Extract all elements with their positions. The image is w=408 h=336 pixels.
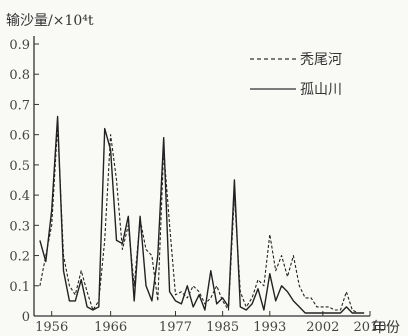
x-axis-ticks: 1956 1966 1977 1985 1993 2002 2010 bbox=[35, 311, 387, 335]
y-tick-label: 0.4 bbox=[9, 189, 30, 204]
legend-label-gushanchuan: 孤山川 bbox=[300, 82, 342, 98]
y-axis-title: 输沙量/×10⁴t bbox=[6, 13, 94, 29]
y-tick-label: 0.1 bbox=[9, 280, 30, 295]
axes bbox=[33, 36, 370, 317]
x-axis-title: 年份 bbox=[372, 320, 400, 336]
y-tick-label: 0.8 bbox=[9, 68, 30, 83]
x-tick-label: 1956 bbox=[35, 320, 68, 335]
x-tick-label: 2010 bbox=[353, 320, 386, 335]
x-tick-label: 1977 bbox=[159, 320, 192, 335]
legend: 秃尾河 孤山川 bbox=[250, 52, 342, 98]
series-line-tuweihe bbox=[39, 125, 365, 314]
y-tick-label: 0.3 bbox=[9, 219, 30, 234]
y-tick-label: 0.9 bbox=[9, 38, 30, 53]
y-tick-label: 0.5 bbox=[9, 159, 30, 174]
y-tick-label: 0 bbox=[22, 310, 30, 325]
y-tick-label: 0.7 bbox=[9, 98, 30, 113]
x-tick-label: 1966 bbox=[94, 320, 127, 335]
legend-label-tuweihe: 秃尾河 bbox=[300, 52, 342, 68]
y-tick-label: 0.6 bbox=[9, 129, 30, 144]
x-tick-label: 2002 bbox=[306, 320, 339, 335]
series-line-gushanchuan bbox=[39, 115, 365, 314]
y-tick-label: 0.2 bbox=[9, 250, 30, 265]
x-tick-label: 1985 bbox=[206, 320, 239, 335]
series-lines bbox=[39, 115, 365, 314]
x-tick-label: 1993 bbox=[253, 320, 286, 335]
y-axis-ticks: 0 0.1 0.2 0.3 0.4 0.5 0.6 0.7 0.8 0.9 bbox=[9, 38, 39, 325]
